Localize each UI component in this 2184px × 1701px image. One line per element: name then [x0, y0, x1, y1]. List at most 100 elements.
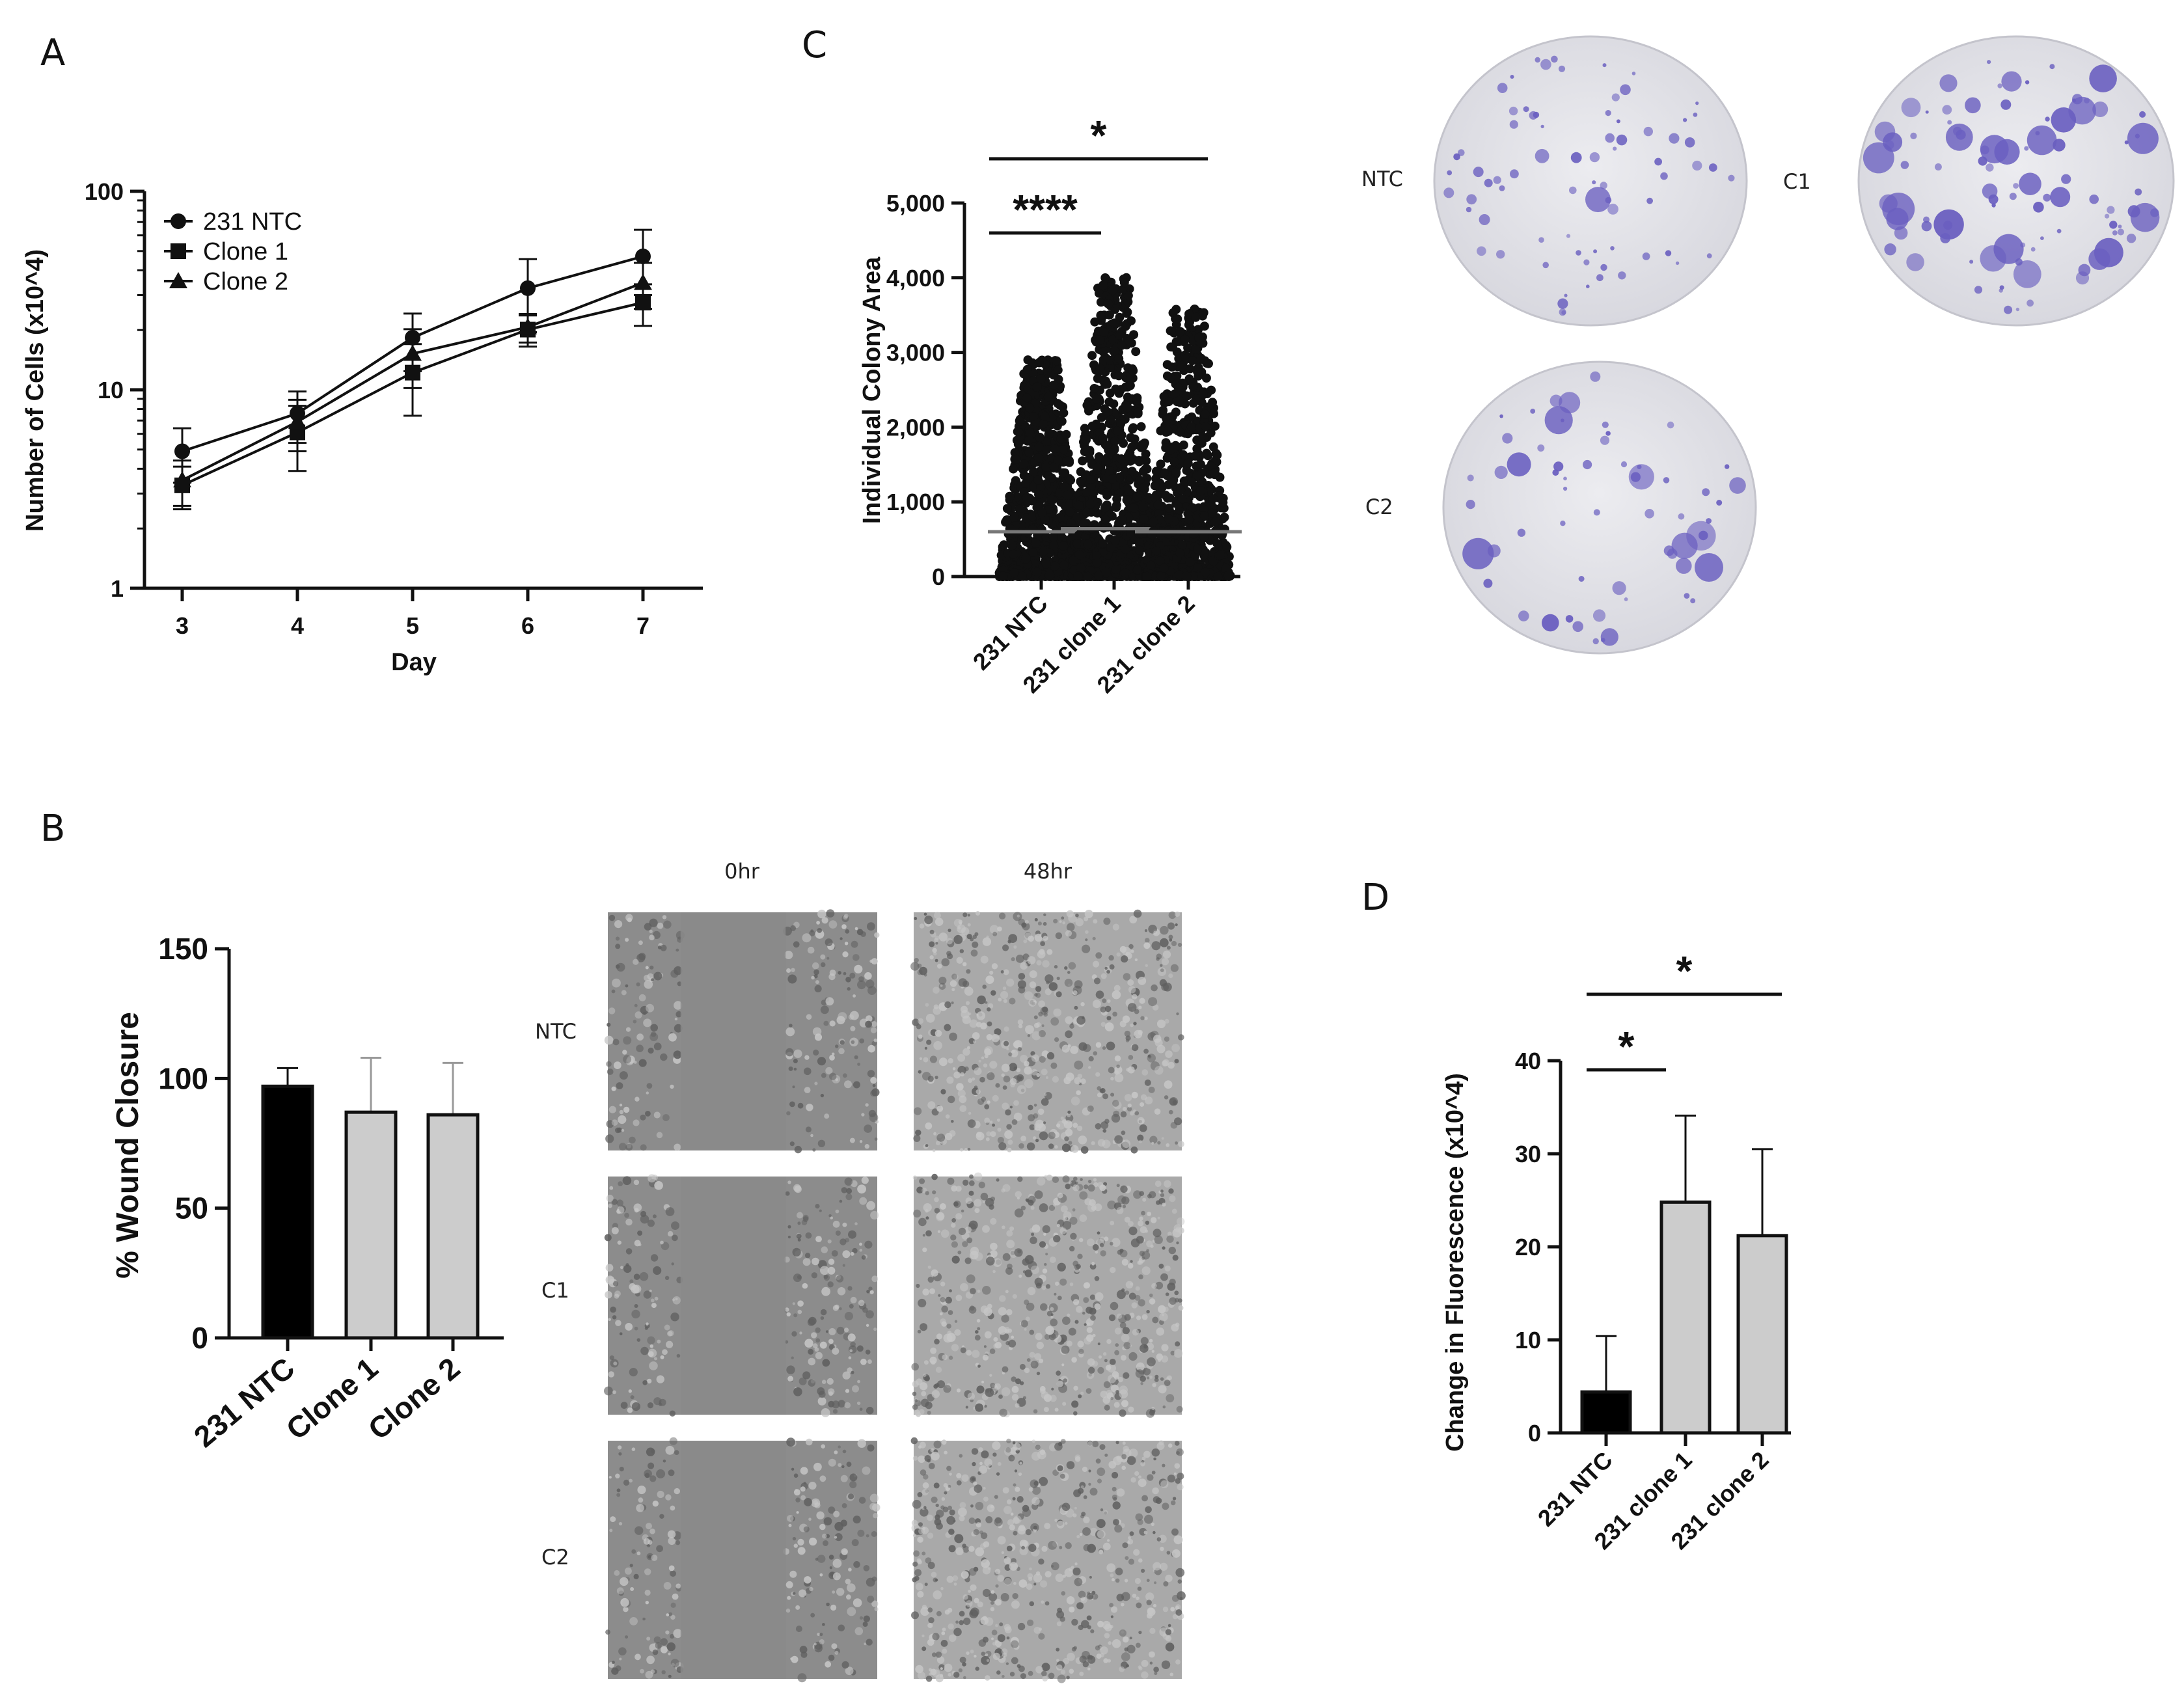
- wound-cell: [1178, 1305, 1184, 1311]
- wound-cell: [1024, 1067, 1032, 1075]
- panel-c-data-point: [1177, 540, 1187, 550]
- wound-cell: [1140, 1226, 1147, 1234]
- wound-cell: [936, 1134, 946, 1142]
- wound-cell: [941, 1305, 948, 1313]
- plate-colony: [1510, 75, 1514, 79]
- plate-colony: [1910, 132, 1917, 139]
- wound-cell: [1134, 1029, 1143, 1039]
- wound-cell: [927, 1276, 934, 1283]
- wound-cell: [623, 1106, 630, 1113]
- colony-plate-images: NTC C1 C2: [1361, 35, 2175, 655]
- wound-cell: [1008, 1052, 1013, 1057]
- panel-c-data-point: [1082, 400, 1092, 410]
- panel-c-data-point: [1181, 335, 1190, 344]
- wound-cell: [940, 1297, 946, 1303]
- wound-cell: [808, 1316, 817, 1326]
- plate-colony: [1684, 593, 1690, 599]
- panel-c-data-point: [1121, 545, 1130, 554]
- plate-colony: [1517, 528, 1526, 537]
- panel-a-point: [403, 344, 422, 361]
- wound-cell: [975, 1403, 984, 1412]
- wound-cell: [1164, 1180, 1171, 1188]
- wound-cell: [865, 1020, 872, 1028]
- wound-cell: [920, 1398, 929, 1408]
- wound-cell: [1048, 1132, 1056, 1139]
- panel-c-data-point: [1188, 356, 1197, 365]
- wound-cell: [1122, 1327, 1130, 1335]
- wound-cell: [970, 949, 978, 957]
- wound-cell: [1042, 960, 1050, 968]
- wound-cell: [828, 920, 838, 929]
- wound-cell: [1027, 956, 1036, 965]
- wound-cell: [1028, 1199, 1034, 1206]
- wound-cell: [962, 962, 967, 966]
- wound-cell: [1102, 1093, 1109, 1100]
- wound-cell: [1158, 1385, 1167, 1394]
- wound-cell: [1160, 925, 1169, 935]
- panel-a-legend-marker: [169, 272, 187, 288]
- panel-c-data-point: [1164, 514, 1173, 524]
- wound-cell: [866, 1201, 875, 1210]
- wound-cell: [1134, 1111, 1140, 1115]
- wound-cell: [1151, 1141, 1154, 1145]
- wound-cell: [619, 1104, 623, 1107]
- wound-cell: [1044, 1262, 1047, 1266]
- wound-cell: [1011, 1335, 1015, 1339]
- panel-c-y-axis-title: Individual Colony Area: [858, 256, 886, 524]
- wound-cell: [835, 1231, 841, 1236]
- panel-b-bar: [344, 1110, 398, 1340]
- wound-cell: [849, 972, 856, 979]
- panel-c-data-point: [1104, 310, 1114, 320]
- panel-c-data-point: [1108, 474, 1117, 483]
- wound-cell: [1138, 1260, 1143, 1265]
- plate-colony: [1477, 246, 1486, 256]
- wound-cell: [1054, 1037, 1059, 1042]
- plate-colony: [1602, 421, 1609, 428]
- wound-cell: [977, 1289, 981, 1293]
- wound-cell: [1168, 1109, 1173, 1115]
- panel-c-data-point: [1201, 422, 1210, 431]
- wound-cell: [1069, 1216, 1078, 1225]
- wound-cell: [966, 969, 971, 974]
- wound-cell: [966, 1237, 973, 1244]
- wound-cell: [1043, 913, 1046, 917]
- wound-cell: [951, 1223, 956, 1228]
- panel-b-x-tick-label: 231 NTC: [187, 1351, 301, 1454]
- colony-plate-c1: [1857, 35, 2175, 327]
- wound-cell: [1166, 1394, 1175, 1403]
- wound-cell: [923, 1360, 929, 1365]
- wound-cell: [985, 1197, 994, 1207]
- panel-c-data-point: [1025, 428, 1035, 437]
- wound-cell: [936, 1105, 944, 1112]
- wound-cell: [1079, 1214, 1087, 1222]
- panel-c-data-point: [1100, 503, 1110, 513]
- wound-cell: [1029, 981, 1037, 988]
- wound-cell: [1002, 1225, 1005, 1229]
- wound-cell: [793, 1313, 798, 1318]
- wound-cell: [1033, 1104, 1037, 1107]
- wound-cell: [636, 1033, 644, 1041]
- panel-c-data-point: [1188, 382, 1198, 391]
- wound-cell: [849, 1345, 857, 1354]
- panel-c-data-point: [1082, 508, 1091, 517]
- wound-cell: [1030, 1265, 1040, 1275]
- wound-cell: [1028, 1104, 1033, 1111]
- wound-cell: [792, 1247, 801, 1257]
- wound-cell: [1145, 1409, 1155, 1418]
- wound-cell: [1112, 923, 1120, 931]
- wound-cell: [940, 1281, 946, 1286]
- wound-cell: [859, 1140, 863, 1143]
- wound-cell: [785, 1027, 795, 1037]
- wound-cell: [1004, 1329, 1010, 1334]
- wound-cell: [1151, 1217, 1157, 1223]
- wound-cell: [938, 976, 947, 985]
- wound-cell: [1015, 1403, 1020, 1408]
- wound-cell: [1106, 1016, 1112, 1021]
- wound-cell: [1050, 1017, 1059, 1026]
- panel-c-data-point: [1050, 444, 1060, 454]
- wound-cell: [1036, 1072, 1041, 1078]
- wound-cell: [1174, 1059, 1179, 1064]
- wound-cell: [634, 1304, 638, 1308]
- wound-cell: [1141, 1314, 1148, 1320]
- plate-colony: [1879, 194, 1898, 213]
